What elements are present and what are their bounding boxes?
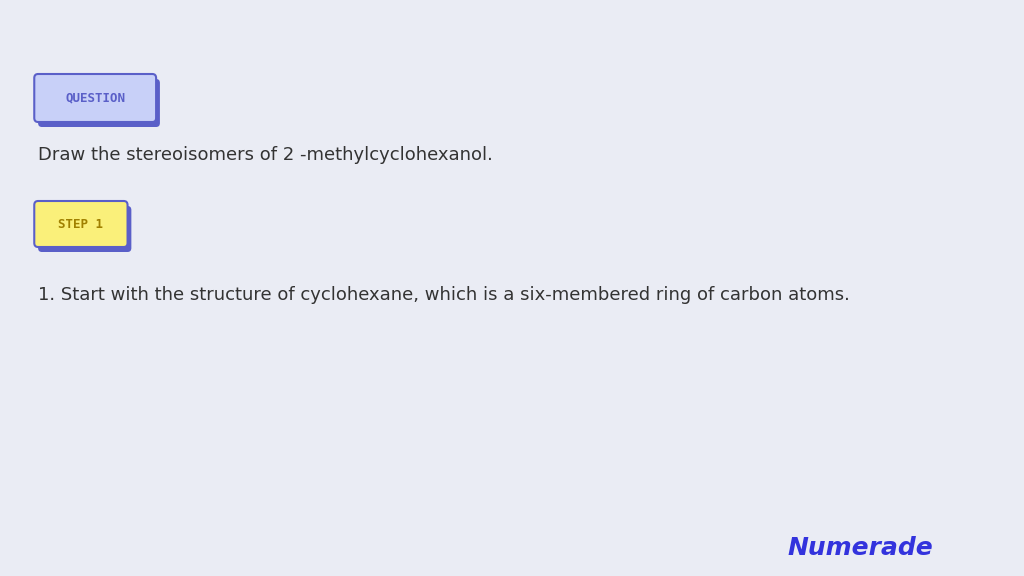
Text: 1. Start with the structure of cyclohexane, which is a six-membered ring of carb: 1. Start with the structure of cyclohexa… [38, 286, 850, 304]
FancyBboxPatch shape [38, 206, 131, 252]
Text: Numerade: Numerade [787, 536, 933, 560]
Text: QUESTION: QUESTION [66, 92, 125, 104]
Text: STEP 1: STEP 1 [58, 218, 103, 230]
FancyBboxPatch shape [34, 201, 128, 247]
Text: Draw the stereoisomers of 2 -methylcyclohexanol.: Draw the stereoisomers of 2 -methylcyclo… [38, 146, 493, 164]
FancyBboxPatch shape [34, 74, 156, 122]
FancyBboxPatch shape [38, 79, 160, 127]
